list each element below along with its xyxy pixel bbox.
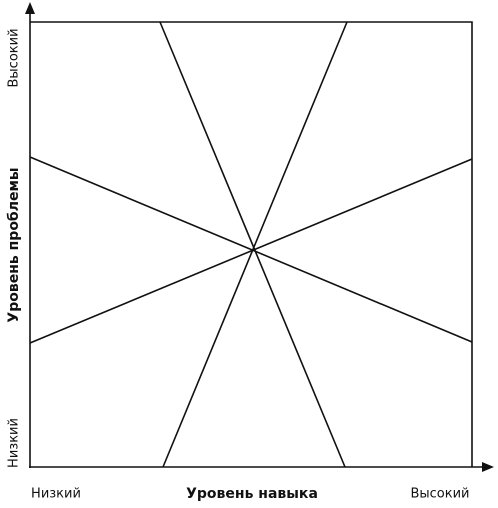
frame: [30, 21, 473, 467]
x-axis-title: Уровень навыка: [186, 486, 318, 502]
x-arrow: [482, 462, 494, 472]
y-high-label: Высокий: [7, 28, 22, 87]
y-low-label: Низкий: [7, 418, 22, 468]
y-arrow: [25, 2, 35, 14]
zone-line: [162, 21, 348, 468]
y-axis-title: Уровень проблемы: [6, 167, 22, 322]
zone-line: [29, 158, 473, 344]
zone-line: [29, 156, 473, 343]
x-low-label: Низкий: [31, 487, 81, 502]
zone-line: [159, 21, 346, 468]
x-high-label: Высокий: [410, 487, 469, 502]
